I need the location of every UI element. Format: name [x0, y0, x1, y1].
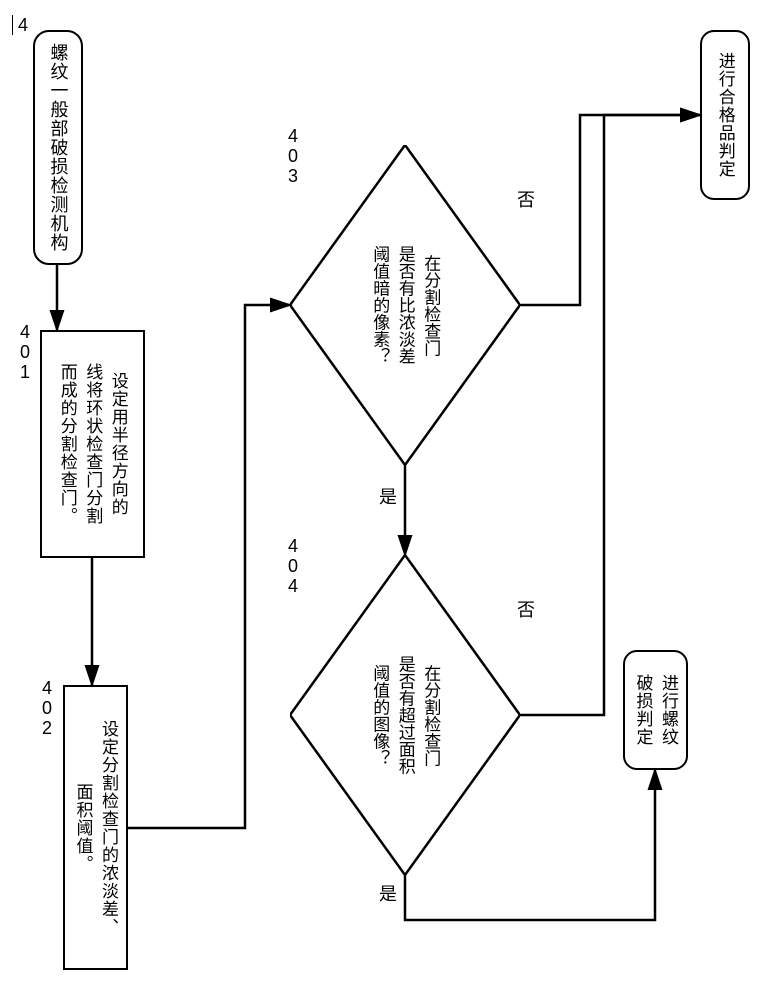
node-start-label: 螺纹一般部破损检测机构: [45, 43, 72, 252]
edge-step402-d403: [128, 305, 290, 828]
node-result_pass-label: 进行合格品判定: [712, 52, 738, 178]
edge-label-d404-result_damage: 是: [374, 884, 400, 902]
node-result_damage: 进行螺纹破损判定: [623, 650, 688, 770]
edge-label-d404-result_pass: 否: [512, 600, 538, 618]
figure-label: 4: [12, 15, 33, 35]
node-start: 螺纹一般部破损检测机构: [33, 30, 83, 265]
node-d403-label: 在分割检查门是否有比浓淡差阈值暗的像素？: [367, 246, 444, 365]
node-step401: 设定用半径方向的线将环状检查门分割而成的分割检查门。: [40, 330, 145, 558]
node-d403: 在分割检查门是否有比浓淡差阈值暗的像素？: [290, 145, 520, 465]
node-d404-label: 在分割检查门是否有超过面积阈值的图像？: [367, 656, 444, 775]
node-step402-label: 设定分割检查门的浓淡差、面积阈值。: [70, 720, 121, 936]
edge-d403-result_pass: [520, 115, 700, 305]
node-result_pass: 进行合格品判定: [700, 30, 750, 200]
node-step401-number: 401: [14, 322, 35, 382]
node-result_damage-label: 进行螺纹破损判定: [630, 674, 681, 746]
node-d404-number: 404: [282, 536, 303, 596]
edge-d404-result_pass: [520, 115, 700, 715]
node-d404: 在分割检查门是否有超过面积阈值的图像？: [290, 555, 520, 875]
edge-label-d403-d404: 是: [374, 487, 400, 505]
node-step402-number: 402: [36, 678, 57, 738]
node-step401-label: 设定用半径方向的线将环状检查门分割而成的分割检查门。: [54, 363, 131, 525]
edge-label-d403-result_pass: 否: [512, 190, 538, 208]
node-d403-number: 403: [282, 126, 303, 186]
flowchart-canvas: 4 螺纹一般部破损检测机构设定用半径方向的线将环状检查门分割而成的分割检查门。 40…: [0, 0, 757, 1000]
node-step402: 设定分割检查门的浓淡差、面积阈值。: [63, 685, 128, 970]
